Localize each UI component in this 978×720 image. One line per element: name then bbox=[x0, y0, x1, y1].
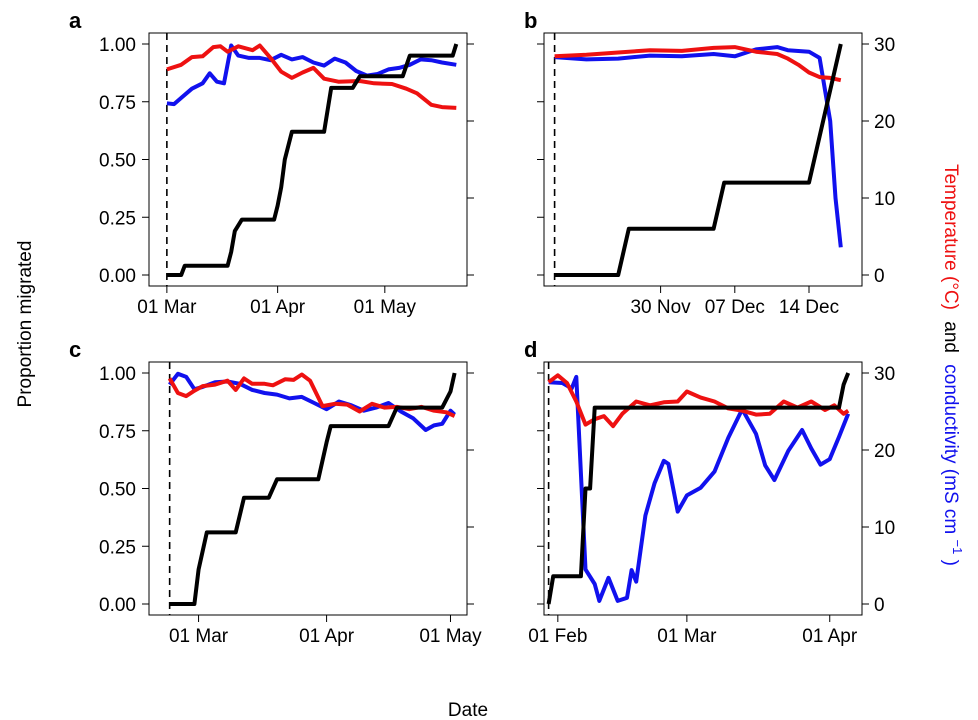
x-axis-title: Date bbox=[448, 700, 488, 720]
x-tick-label: 30 Nov bbox=[630, 297, 691, 318]
left-tick-label: 0.50 bbox=[99, 151, 136, 172]
proportion-line-a bbox=[166, 43, 459, 277]
proportion-line-b bbox=[554, 43, 843, 277]
panel-letter-b: b bbox=[524, 8, 537, 33]
right-tick-label: 30 bbox=[874, 364, 895, 385]
x-tick-label: 14 Dec bbox=[779, 297, 839, 318]
panel-letter-d: d bbox=[524, 337, 537, 362]
conductivity-line-a bbox=[166, 43, 457, 107]
panel-letter-a: a bbox=[69, 8, 82, 33]
x-tick-label: 01 Mar bbox=[657, 626, 717, 647]
temperature-line-d bbox=[547, 373, 850, 429]
temperature-line-b bbox=[554, 45, 842, 83]
left-tick-label: 1.00 bbox=[99, 35, 136, 56]
x-tick-label: 01 May bbox=[419, 626, 482, 647]
right-axis-title-conductivity: conductivity (mS cm bbox=[940, 364, 961, 534]
right-axis-title-close: ) bbox=[940, 560, 961, 566]
proportion-line-d bbox=[546, 372, 851, 605]
right-axis-title-superscript: −1 bbox=[950, 540, 965, 555]
panels: a 0.00 0.25 0.50 0.75 1.00 01 Mar 01 Apr 01 May b… bbox=[69, 8, 895, 647]
left-tick-label: 0.75 bbox=[99, 93, 136, 114]
x-tick-label: 01 Apr bbox=[802, 626, 858, 647]
panel-d: d 0 10 20 30 01 Feb 01 Mar 01 Apr bbox=[524, 337, 895, 647]
proportion-line-c bbox=[169, 372, 457, 606]
right-tick-label: 20 bbox=[874, 112, 895, 133]
x-tick-label: 01 May bbox=[354, 297, 417, 318]
panel-b: b 0 10 20 30 30 Nov 07 Dec 14 Dec bbox=[524, 8, 895, 318]
panel-a: a 0.00 0.25 0.50 0.75 1.00 01 Mar 01 Apr 01 May bbox=[69, 8, 474, 318]
left-tick-label: 1.00 bbox=[99, 364, 136, 385]
right-tick-label: 30 bbox=[874, 35, 895, 56]
right-axis-title-temperature: Temperature (°C) bbox=[940, 164, 961, 310]
right-tick-label: 10 bbox=[874, 518, 895, 539]
left-axis-title: Proportion migrated bbox=[15, 241, 36, 408]
right-axis-title-and: and bbox=[940, 321, 961, 353]
x-tick-label: 01 Apr bbox=[250, 297, 306, 318]
x-tick-label: 01 Mar bbox=[137, 297, 197, 318]
right-axis-title: Temperature (°C) and conductivity (mS cm… bbox=[940, 164, 969, 566]
panel-letter-c: c bbox=[69, 337, 81, 362]
left-tick-label: 0.50 bbox=[99, 480, 136, 501]
x-tick-label: 01 Feb bbox=[528, 626, 587, 647]
left-tick-label: 0.25 bbox=[99, 537, 136, 558]
x-tick-label: 07 Dec bbox=[705, 297, 765, 318]
x-tick-label: 01 Mar bbox=[169, 626, 229, 647]
left-tick-label: 0.25 bbox=[99, 208, 136, 229]
left-tick-label: 0.75 bbox=[99, 422, 136, 443]
panel-c: c 0.00 0.25 0.50 0.75 1.00 01 Mar 01 Apr 01 May bbox=[69, 337, 482, 647]
right-tick-label: 10 bbox=[874, 189, 895, 210]
temperature-line-a bbox=[166, 43, 457, 110]
right-tick-label: 20 bbox=[874, 441, 895, 462]
right-tick-label: 0 bbox=[874, 595, 885, 616]
conductivity-line-d bbox=[548, 374, 851, 603]
temperature-line-c bbox=[167, 372, 456, 418]
left-tick-label: 0.00 bbox=[99, 595, 136, 616]
right-tick-label: 0 bbox=[874, 266, 885, 287]
left-tick-label: 0.00 bbox=[99, 266, 136, 287]
conductivity-line-b bbox=[554, 45, 843, 248]
x-tick-label: 01 Apr bbox=[299, 626, 355, 647]
